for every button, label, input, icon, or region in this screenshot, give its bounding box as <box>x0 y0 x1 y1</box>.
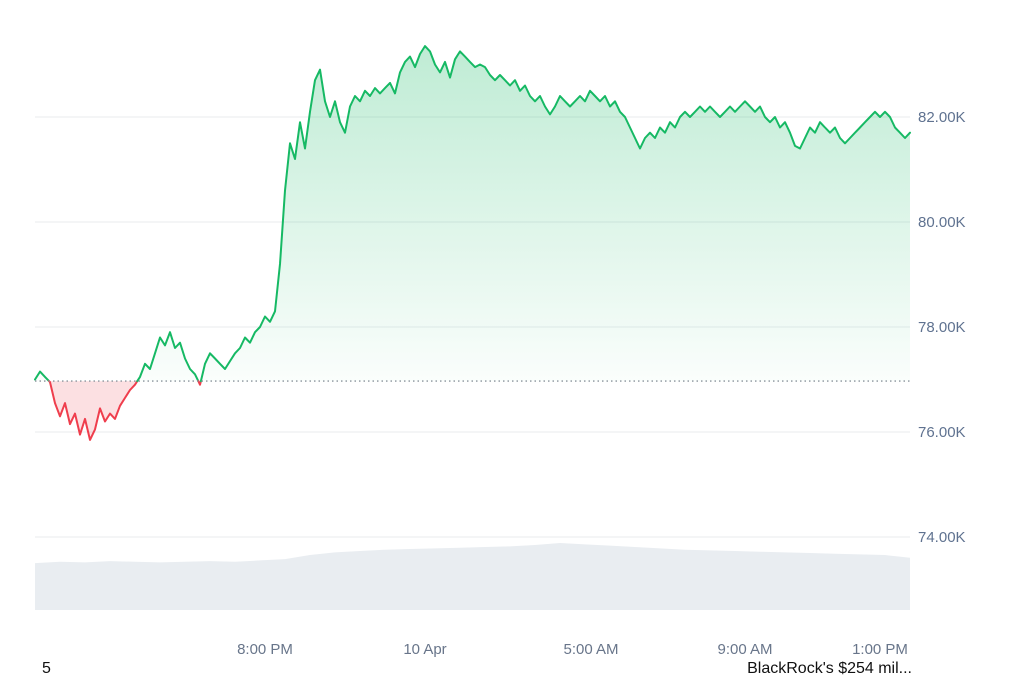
x-axis-label: 5:00 AM <box>563 641 619 658</box>
y-axis-label: 76.00K <box>918 424 966 441</box>
x-axis-label: 10 Apr <box>403 641 447 658</box>
ticker-count: 5 <box>42 660 51 677</box>
y-axis-label: 74.00K <box>918 529 966 546</box>
x-axis-label: 9:00 AM <box>717 641 773 658</box>
y-axis-label: 82.00K <box>918 109 966 126</box>
x-axis-label: 1:00 PM <box>852 641 908 658</box>
y-axis-label: 78.00K <box>918 319 966 336</box>
news-ticker-headline[interactable]: BlackRock's $254 mil... <box>747 660 912 677</box>
x-axis-label: 8:00 PM <box>237 641 293 658</box>
y-axis-label: 80.00K <box>918 214 966 231</box>
